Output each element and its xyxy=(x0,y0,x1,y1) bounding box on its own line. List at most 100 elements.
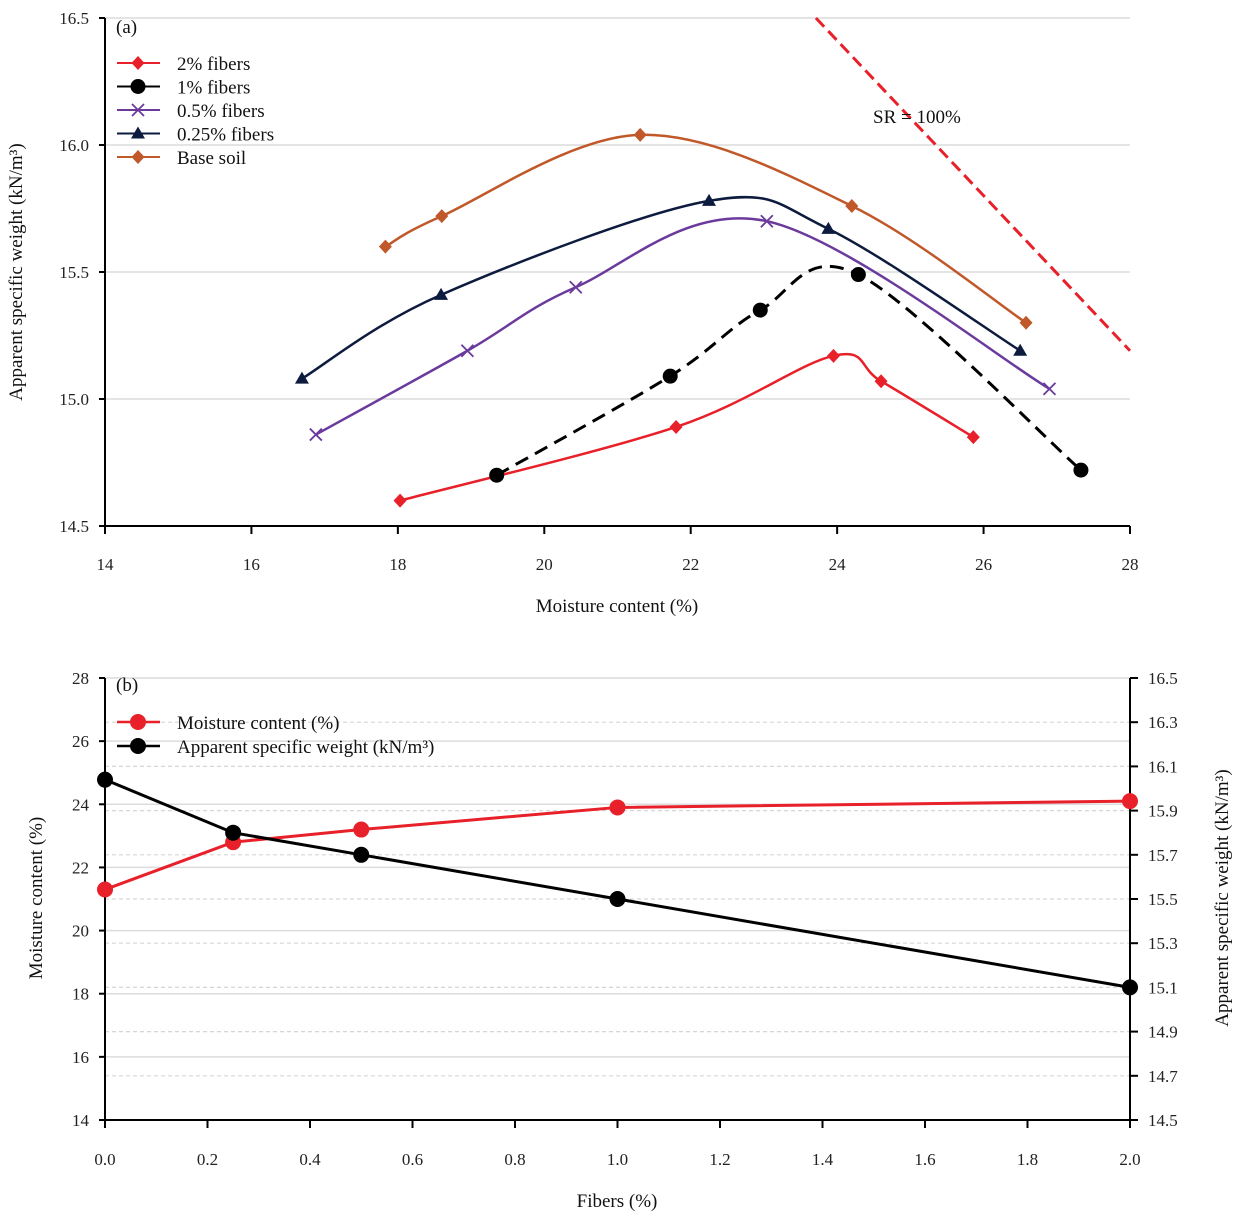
marker-diamond xyxy=(633,127,647,142)
x-tick-label: 14 xyxy=(97,555,115,574)
marker-diamond xyxy=(826,348,840,363)
panel-a: 14.5 15.0 15.5 16.0 16.5 14 16 18 20 22 24 26 28 Mois… xyxy=(6,9,1139,617)
marker-circle xyxy=(1122,793,1138,810)
x-tick-label: 1.2 xyxy=(709,1150,730,1169)
legend-item: 0.25% fibers xyxy=(117,125,274,146)
x-tick-label: 1.8 xyxy=(1017,1150,1038,1169)
y-axis-label: Apparent specific weight (kN/m³) xyxy=(6,143,27,400)
x-tick-label: 0.2 xyxy=(197,1150,218,1169)
x-tick-label: 2.0 xyxy=(1119,1150,1140,1169)
series-line xyxy=(495,264,1082,477)
series-line xyxy=(384,133,1027,324)
sr-annotation: SR = 100% xyxy=(873,107,961,128)
marker-circle xyxy=(353,846,370,863)
marker-diamond xyxy=(1019,315,1033,330)
y-axis-right-label: Apparent specific weight (kN/m³) xyxy=(1212,769,1233,1026)
y-right-tick-label: 16.5 xyxy=(1148,669,1178,688)
legend-label: Base soil xyxy=(177,148,246,169)
legend-item: 1% fibers xyxy=(117,78,250,99)
x-tick-label: 26 xyxy=(975,555,992,574)
marker-circle xyxy=(130,738,146,754)
marker-circle xyxy=(609,799,626,816)
marker-circle xyxy=(225,824,242,841)
marker-x xyxy=(460,344,475,358)
y-right-tick-label: 15.7 xyxy=(1148,846,1178,865)
y-right-tick-label: 16.3 xyxy=(1148,713,1178,732)
marker-circle xyxy=(662,368,678,384)
marker-triangle xyxy=(821,221,836,234)
x-tick-label: 28 xyxy=(1122,555,1139,574)
marker-circle xyxy=(1122,979,1138,996)
marker-circle xyxy=(130,79,146,94)
legend-label: Moisture content (%) xyxy=(177,713,340,734)
marker-circle xyxy=(97,771,113,788)
marker-triangle xyxy=(702,193,717,206)
panel-label: (a) xyxy=(116,17,137,38)
y-tick-label: 22 xyxy=(72,858,89,877)
series-2-fibers xyxy=(393,348,980,508)
marker-triangle xyxy=(1013,343,1028,356)
legend-label: 0.5% fibers xyxy=(177,101,265,122)
series-line xyxy=(315,217,1051,436)
marker-circle xyxy=(1073,462,1089,478)
marker-triangle xyxy=(434,287,449,300)
y-tick-label: 14 xyxy=(72,1111,90,1130)
marker-diamond xyxy=(845,198,859,213)
marker-diamond xyxy=(435,209,449,224)
marker-x xyxy=(569,280,583,294)
marker-circle xyxy=(130,714,146,730)
series-0-25-fibers xyxy=(294,193,1028,384)
marker-x xyxy=(131,103,145,117)
marker-circle xyxy=(97,881,113,898)
x-tick-label: 0.8 xyxy=(504,1150,525,1169)
y-tick-label: 15.5 xyxy=(59,263,89,282)
legend-label: 0.25% fibers xyxy=(177,125,274,146)
x-tick-label: 16 xyxy=(243,555,260,574)
y-tick-label: 18 xyxy=(72,985,89,1004)
legend-label: 2% fibers xyxy=(177,54,250,75)
marker-triangle xyxy=(294,371,309,384)
y-tick-label: 16 xyxy=(72,1048,89,1067)
y-right-tick-label: 14.5 xyxy=(1148,1111,1178,1130)
marker-diamond xyxy=(393,493,407,508)
x-tick-label: 20 xyxy=(536,555,553,574)
marker-x xyxy=(309,427,323,442)
marker-triangle xyxy=(131,126,145,139)
marker-diamond xyxy=(378,239,392,254)
y-right-tick-label: 15.9 xyxy=(1148,802,1178,821)
series-moisture-content xyxy=(97,793,1138,898)
y-right-tick-label: 15.5 xyxy=(1148,890,1178,909)
marker-diamond xyxy=(131,150,145,164)
series-base-soil xyxy=(378,127,1033,330)
x-tick-label: 1.6 xyxy=(914,1150,935,1169)
marker-diamond xyxy=(669,419,683,434)
marker-circle xyxy=(489,467,505,483)
legend-item: Apparent specific weight (kN/m³) xyxy=(117,737,434,758)
legend-item: Base soil xyxy=(117,148,246,169)
panel-b: 14 16 18 20 22 24 26 28 14.5 14.7 14.9 15.1 15.3 15.5… xyxy=(26,669,1233,1212)
legend-item: Moisture content (%) xyxy=(117,713,340,734)
x-axis-label: Fibers (%) xyxy=(577,1191,658,1212)
y-axis-label: Moisture content (%) xyxy=(26,817,47,980)
y-tick-label: 26 xyxy=(72,732,89,751)
series-line xyxy=(399,352,974,502)
legend-item: 0.5% fibers xyxy=(117,101,265,122)
series-line xyxy=(301,195,1021,380)
series-1-fibers xyxy=(489,264,1089,483)
marker-x xyxy=(1042,382,1057,396)
y-right-tick-label: 14.9 xyxy=(1148,1023,1178,1042)
x-tick-label: 18 xyxy=(389,555,406,574)
marker-circle xyxy=(609,891,626,907)
y-tick-label: 28 xyxy=(72,669,89,688)
x-tick-label: 1.4 xyxy=(812,1150,834,1169)
marker-circle xyxy=(353,821,370,838)
marker-diamond xyxy=(966,430,980,445)
marker-diamond xyxy=(874,374,888,389)
marker-circle xyxy=(752,302,768,318)
marker-circle xyxy=(850,267,866,283)
x-tick-label: 0.6 xyxy=(402,1150,423,1169)
marker-x xyxy=(760,214,774,228)
y-tick-label: 24 xyxy=(72,795,90,814)
legend-item: 2% fibers xyxy=(117,54,250,75)
x-tick-label: 0.0 xyxy=(94,1150,115,1169)
